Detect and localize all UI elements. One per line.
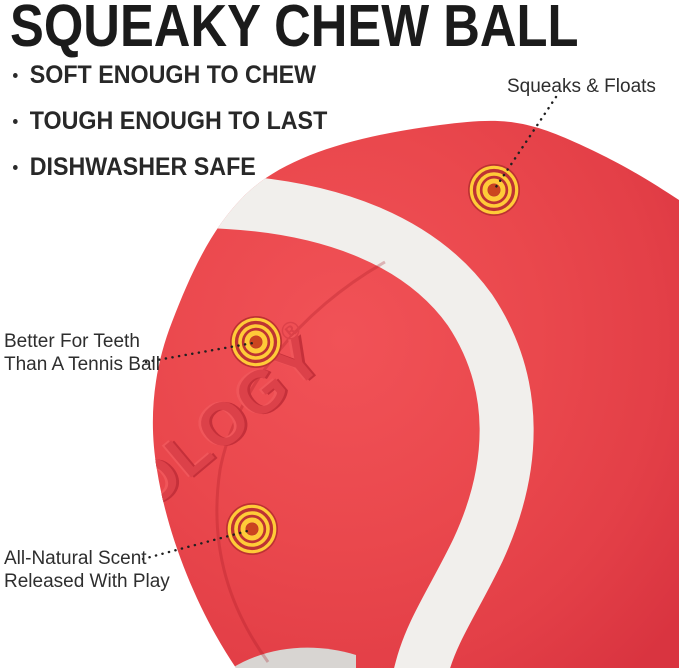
callout-line-scent: [141, 528, 253, 561]
bullet-dot-icon: [13, 165, 18, 170]
bullet-text: TOUGH ENOUGH TO LAST: [29, 107, 328, 135]
callout-line-squeaks: [492, 95, 558, 192]
feature-bullet-list: SOFT ENOUGH TO CHEW TOUGH ENOUGH TO LAST…: [13, 63, 351, 180]
callout-label-scent-line2: Released With Play: [4, 571, 170, 592]
bullet-dot-icon: [13, 119, 18, 124]
callout-label-scent: All-Natural Scent Released With Play: [4, 547, 170, 593]
ball-silhouette: [152, 120, 679, 668]
callout-label-teeth-line1: Better For Teeth: [4, 331, 140, 352]
callout-label-teeth-line2: Than A Tennis Ball: [4, 354, 160, 375]
bullet-text: DISHWASHER SAFE: [29, 153, 256, 181]
page-title: SQUEAKY CHEW BALL: [10, 0, 579, 59]
callout-label-scent-line1: All-Natural Scent: [4, 548, 147, 569]
callout-label-squeaks: Squeaks & Floats: [507, 76, 656, 97]
bullet-item-soft: SOFT ENOUGH TO CHEW: [13, 63, 327, 88]
callout-label-teeth: Better For Teeth Than A Tennis Ball: [4, 330, 160, 376]
bullet-item-tough: TOUGH ENOUGH TO LAST: [13, 109, 327, 134]
callout-line-teeth: [144, 341, 255, 364]
target-icon-teeth: [230, 316, 282, 368]
bullet-text: SOFT ENOUGH TO CHEW: [29, 61, 317, 89]
target-icon-squeaks: [468, 164, 520, 216]
tennis-stripe: [199, 173, 534, 668]
target-icon-scent: [226, 503, 278, 555]
bullet-item-dishwasher: DISHWASHER SAFE: [13, 155, 327, 180]
stripe-underside-shadow: [232, 647, 356, 668]
bullet-dot-icon: [13, 73, 18, 78]
ball-crease: [215, 260, 386, 663]
